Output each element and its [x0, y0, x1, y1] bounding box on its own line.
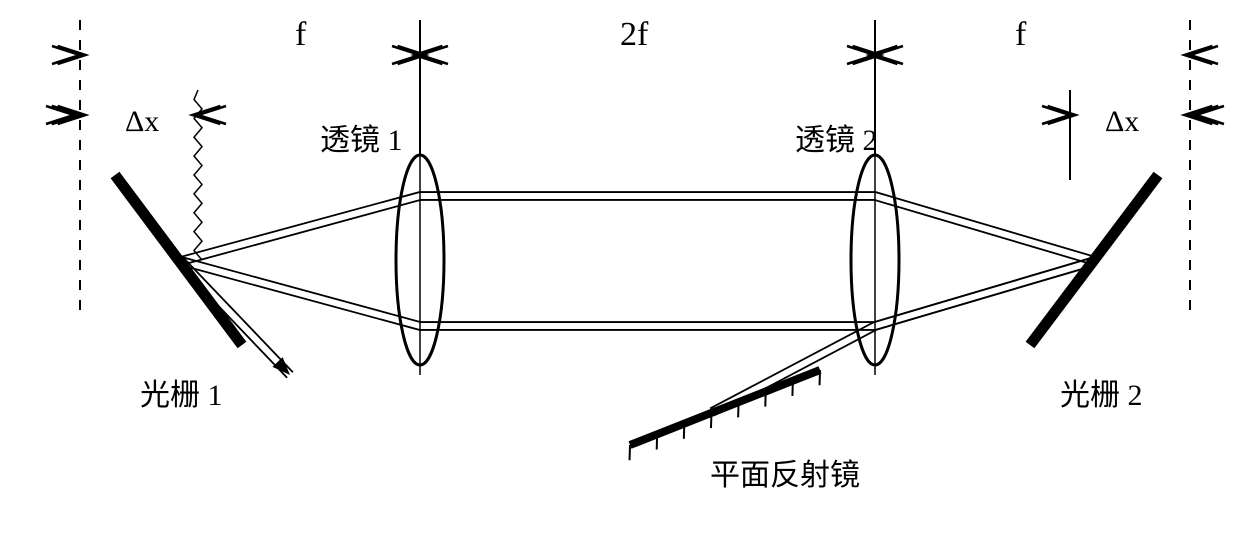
dim-f-left: f [295, 16, 306, 54]
label-mirror: 平面反射镜 [710, 450, 860, 494]
label-lens2: 透镜 2 [795, 115, 878, 159]
dim-dx-right: Δx [1105, 105, 1139, 139]
dim-f-right: f [1015, 16, 1026, 54]
dim-dx-left: Δx [125, 105, 159, 139]
label-lens1: 透镜 1 [320, 115, 403, 159]
optics-diagram [0, 0, 1240, 543]
label-grating1: 光栅 1 [140, 370, 223, 414]
dim-2f: 2f [620, 16, 648, 54]
label-grating2: 光栅 2 [1060, 370, 1143, 414]
